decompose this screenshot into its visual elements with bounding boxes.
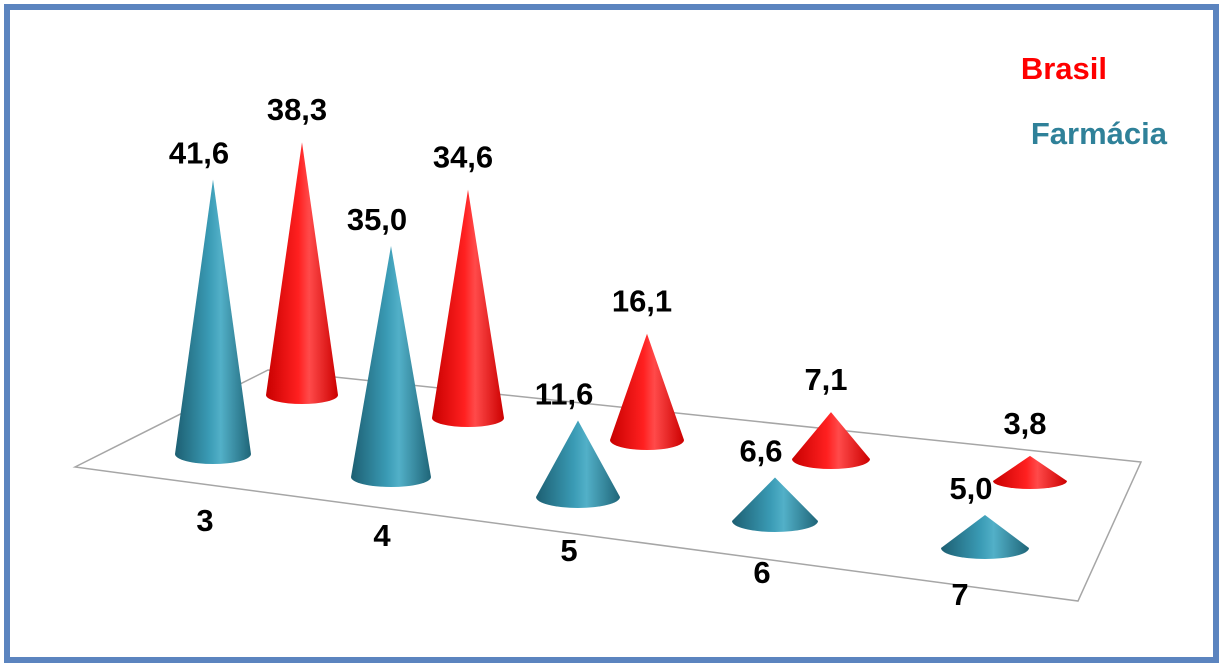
cone-body-farmacia-6 — [732, 477, 818, 532]
cone-body-farmacia-5 — [536, 420, 620, 508]
cone-brasil-7 — [993, 455, 1067, 489]
cone-farmacia-6 — [732, 477, 818, 532]
cone-brasil-5 — [610, 333, 684, 450]
legend: Brasil Farmácia — [1021, 51, 1168, 151]
data-label-brasil-6: 7,1 — [804, 362, 847, 397]
category-label-5: 5 — [560, 533, 577, 568]
cone-body-farmacia-7 — [941, 515, 1029, 559]
data-label-farmacia-6: 6,6 — [739, 433, 782, 468]
cone-marks — [175, 142, 1067, 559]
data-label-farmacia-7: 5,0 — [949, 471, 992, 506]
cone-body-brasil-3 — [266, 142, 338, 404]
category-label-3: 3 — [196, 503, 213, 538]
cone-brasil-6 — [792, 412, 870, 469]
data-labels: 41,6 38,3 35,0 34,6 11,6 16,1 6,6 7,1 5,0 3,8 — [169, 92, 1047, 506]
data-label-brasil-4: 34,6 — [433, 140, 493, 175]
cone-body-brasil-4 — [432, 189, 504, 427]
cone-body-brasil-6 — [792, 412, 870, 469]
cone-brasil-4 — [432, 189, 504, 427]
cone-body-brasil-7 — [993, 455, 1067, 489]
category-label-4: 4 — [373, 518, 391, 553]
data-label-farmacia-5: 11,6 — [535, 376, 594, 411]
data-label-farmacia-3: 41,6 — [169, 135, 229, 170]
category-label-7: 7 — [951, 577, 968, 612]
cone-farmacia-4 — [351, 246, 431, 487]
cone-body-farmacia-4 — [351, 246, 431, 487]
cone-body-farmacia-3 — [175, 179, 251, 464]
data-label-farmacia-4: 35,0 — [347, 202, 407, 237]
data-label-brasil-5: 16,1 — [612, 284, 672, 319]
cone-farmacia-3 — [175, 179, 251, 464]
legend-entry-brasil: Brasil — [1021, 51, 1107, 86]
category-tick-labels: 3 4 5 6 7 — [196, 503, 968, 612]
cone-farmacia-7 — [941, 515, 1029, 559]
cone-body-brasil-5 — [610, 333, 684, 450]
category-label-6: 6 — [753, 555, 770, 590]
cone-farmacia-5 — [536, 420, 620, 508]
legend-entry-farmacia: Farmácia — [1031, 116, 1168, 151]
data-label-brasil-7: 3,8 — [1003, 406, 1046, 441]
data-label-brasil-3: 38,3 — [267, 92, 327, 127]
cone-brasil-3 — [266, 142, 338, 404]
